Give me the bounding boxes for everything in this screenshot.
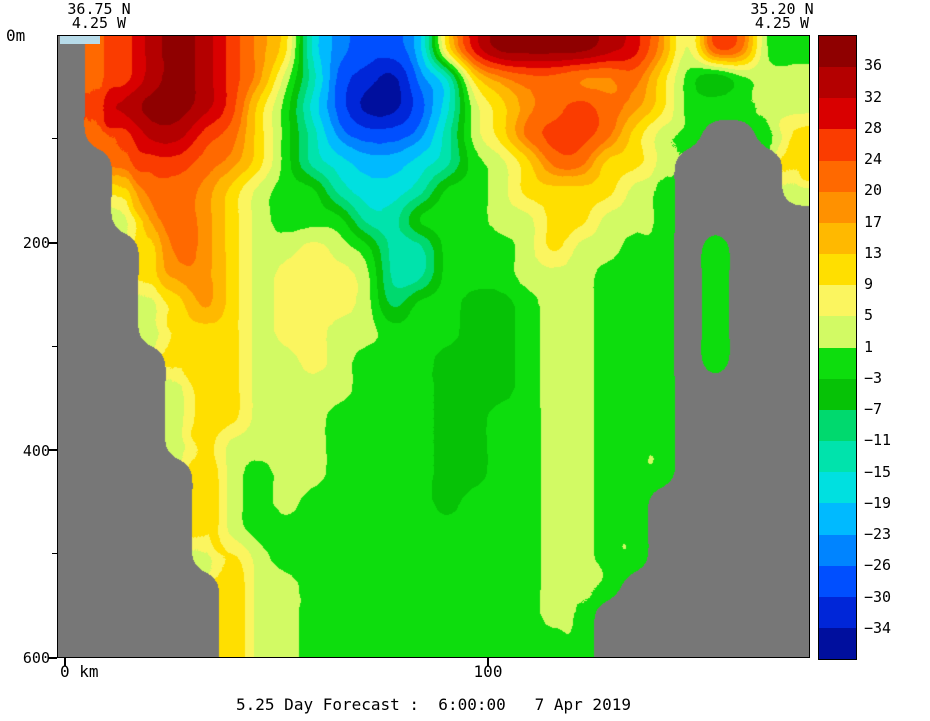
colorbar-level-label: 9 bbox=[864, 275, 874, 293]
colorbar-level-label: 17 bbox=[864, 212, 883, 231]
colorbar-cell bbox=[819, 565, 856, 597]
top-left-longitude: 4.25 W bbox=[71, 14, 127, 32]
colorbar-cell bbox=[819, 503, 856, 535]
section-plot-area bbox=[57, 35, 810, 658]
colorbar-cell bbox=[819, 160, 856, 192]
colorbar-cell bbox=[819, 347, 856, 379]
colorbar-cell bbox=[819, 36, 856, 68]
surface-marker bbox=[60, 36, 100, 44]
colorbar-cell bbox=[819, 596, 856, 628]
colorbar-cell bbox=[819, 98, 856, 130]
top-right-longitude: 4.25 W bbox=[754, 14, 810, 32]
y-axis-tick bbox=[48, 449, 57, 452]
y-axis-label-600: 600 bbox=[22, 649, 50, 667]
y-axis-tick bbox=[48, 657, 57, 659]
colorbar-level-label: −3 bbox=[864, 368, 883, 387]
colorbar-cell bbox=[819, 472, 856, 504]
y-axis-label-400: 400 bbox=[22, 442, 50, 460]
colorbar-labels: 36 32 28 24 20 17 13 9 5 1 −3 −7 −11 −15 −19 −23 −26 −30 −… bbox=[864, 35, 924, 660]
colorbar-level-label: −15 bbox=[864, 462, 892, 481]
colorbar-level-label: 32 bbox=[864, 87, 883, 106]
colorbar-cell bbox=[819, 627, 856, 660]
colorbar-level-label: −23 bbox=[864, 525, 892, 543]
colorbar-level-label: 28 bbox=[864, 118, 883, 137]
colorbar-level-label: −30 bbox=[864, 587, 892, 606]
x-axis-tick bbox=[64, 658, 67, 666]
y-axis-tick bbox=[52, 137, 57, 139]
colorbar-level-label: −19 bbox=[864, 493, 892, 512]
colorbar-level-label: 5 bbox=[864, 306, 874, 325]
y-axis-surface-label: 0m bbox=[6, 26, 26, 45]
colorbar-cell bbox=[819, 534, 856, 566]
colorbar-level-label: 20 bbox=[864, 181, 883, 200]
colorbar-cell bbox=[819, 378, 856, 410]
top-left-latitude: 36.75 N bbox=[67, 0, 131, 18]
colorbar-cell bbox=[819, 254, 856, 286]
top-right-latitude: 35.20 N bbox=[750, 0, 814, 18]
top-left-coordinates: 36.75 N 4.25 W bbox=[54, 0, 144, 32]
colorbar-cell bbox=[819, 67, 856, 99]
colorbar-level-label: −11 bbox=[864, 431, 892, 450]
y-axis-tick bbox=[48, 241, 57, 244]
y-axis-tick bbox=[52, 345, 57, 347]
x-axis-origin-label: 0 km bbox=[60, 662, 99, 681]
colorbar-level-label: 36 bbox=[864, 56, 883, 75]
colorbar-level-label: −7 bbox=[864, 400, 883, 418]
colorbar-level-label: −26 bbox=[864, 556, 892, 575]
y-axis-label-200: 200 bbox=[22, 234, 50, 252]
colorbar-cell bbox=[819, 285, 856, 317]
contour-field-canvas bbox=[58, 36, 809, 657]
x-axis-tick bbox=[487, 658, 490, 666]
colorbar-cell bbox=[819, 191, 856, 223]
colorbar-level-label: 1 bbox=[864, 337, 874, 356]
colorbar-level-label: −34 bbox=[864, 618, 892, 637]
y-axis-tick bbox=[52, 553, 57, 555]
colorbar-cell bbox=[819, 129, 856, 161]
colorbar-level-label: 13 bbox=[864, 243, 883, 262]
top-right-coordinates: 35.20 N 4.25 W bbox=[737, 0, 827, 32]
x-axis-100km-label: 100 bbox=[473, 662, 503, 681]
colorbar-cell bbox=[819, 409, 856, 442]
forecast-caption: 5.25 Day Forecast : 6:00:00 7 Apr 2019 bbox=[236, 695, 631, 714]
colorbar-level-label: 24 bbox=[864, 150, 883, 168]
colorbar bbox=[818, 35, 857, 660]
colorbar-cell bbox=[819, 441, 856, 473]
colorbar-cell bbox=[819, 316, 856, 348]
colorbar-cell bbox=[819, 222, 856, 255]
